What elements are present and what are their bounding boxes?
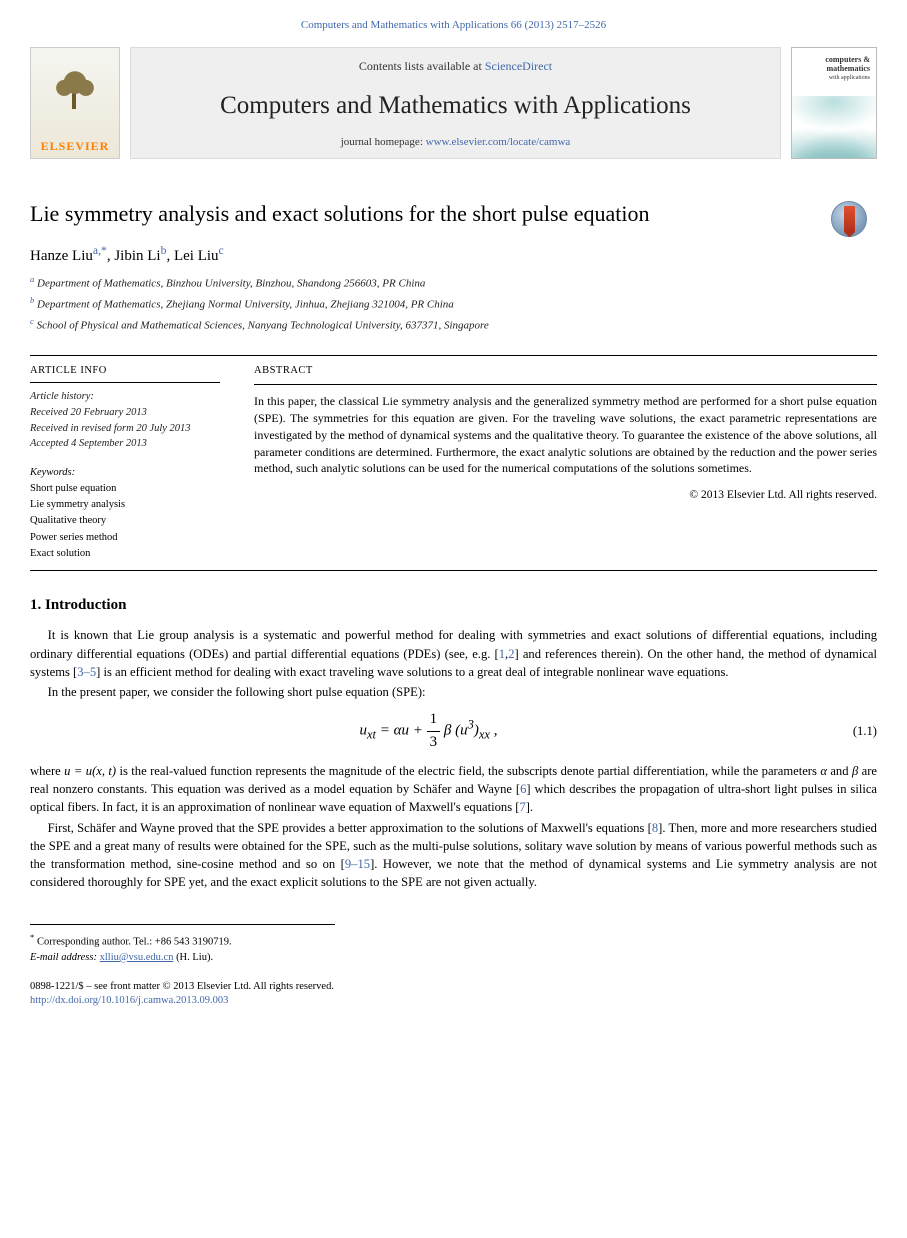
footnotes: * Corresponding author. Tel.: +86 543 31… [30, 924, 335, 966]
abstract-copyright: © 2013 Elsevier Ltd. All rights reserved… [254, 487, 877, 503]
rule-bottom [30, 570, 877, 571]
kw-4: Power series method [30, 530, 220, 546]
rule-top [30, 355, 877, 356]
elsevier-wordmark: ELSEVIER [41, 138, 110, 155]
article-info-heading: ARTICLE INFO [30, 364, 220, 379]
journal-banner: Contents lists available at ScienceDirec… [130, 47, 781, 159]
article-title: Lie symmetry analysis and exact solution… [30, 199, 750, 229]
doi-link[interactable]: http://dx.doi.org/10.1016/j.camwa.2013.0… [30, 995, 228, 1006]
section-1-heading: 1. Introduction [30, 595, 877, 616]
abstract: ABSTRACT In this paper, the classical Li… [254, 364, 877, 563]
crossmark-badge[interactable] [831, 201, 867, 237]
elsevier-logo[interactable]: ELSEVIER [30, 47, 120, 159]
author-2: Jibin Li [114, 248, 160, 264]
front-matter: 0898-1221/$ – see front matter © 2013 El… [30, 980, 877, 995]
ref-9-15[interactable]: 9–15 [345, 857, 370, 871]
para-4: First, Schäfer and Wayne proved that the… [30, 819, 877, 892]
history-title: Article history: [30, 389, 220, 405]
abstract-text: In this paper, the classical Lie symmetr… [254, 393, 877, 477]
sciencedirect-link[interactable]: ScienceDirect [485, 59, 552, 73]
bookmark-icon [844, 206, 855, 232]
keywords-heading: Keywords: [30, 466, 220, 481]
affil-c-text: School of Physical and Mathematical Scie… [37, 320, 489, 332]
history-revised: Received in revised form 20 July 2013 [30, 421, 220, 437]
citation-line: Computers and Mathematics with Applicati… [30, 0, 877, 47]
kw-5: Exact solution [30, 546, 220, 562]
corresponding-author: * Corresponding author. Tel.: +86 543 31… [30, 931, 335, 950]
article-info: ARTICLE INFO Article history: Received 2… [30, 364, 220, 563]
p3c: and [827, 764, 852, 778]
kw-2: Lie symmetry analysis [30, 497, 220, 513]
affil-c: c School of Physical and Mathematical Sc… [30, 315, 877, 334]
journal-cover-thumb[interactable]: computers & mathematics with application… [791, 47, 877, 159]
affiliations: a Department of Mathematics, Binzhou Uni… [30, 273, 877, 334]
kw-1: Short pulse equation [30, 481, 220, 497]
cover-line3: with applications [829, 75, 870, 81]
keywords-list: Short pulse equation Lie symmetry analys… [30, 481, 220, 562]
para-1: It is known that Lie group analysis is a… [30, 626, 877, 681]
cover-title: computers & mathematics with application… [825, 56, 870, 81]
author-3-affil[interactable]: c [219, 244, 224, 257]
p3f: ]. [526, 800, 533, 814]
history-received: Received 20 February 2013 [30, 405, 220, 421]
corr-text: Corresponding author. Tel.: +86 543 3190… [37, 936, 232, 947]
cover-line2: mathematics [826, 64, 870, 73]
para-3: where u = u(x, t) is the real-valued fun… [30, 762, 877, 817]
p4a: First, Schäfer and Wayne proved that the… [48, 821, 652, 835]
affil-a-text: Department of Mathematics, Binzhou Unive… [37, 278, 425, 290]
info-rule [30, 382, 220, 383]
masthead: ELSEVIER Contents lists available at Sci… [30, 47, 877, 159]
homepage-link[interactable]: www.elsevier.com/locate/camwa [426, 136, 571, 148]
author-2-affil[interactable]: b [161, 244, 167, 257]
p1c: ] is an efficient method for dealing wit… [96, 665, 728, 679]
affil-b-text: Department of Mathematics, Zhejiang Norm… [37, 299, 454, 311]
elsevier-tree-icon [39, 56, 111, 132]
author-1: Hanze Liu [30, 248, 93, 264]
abstract-heading: ABSTRACT [254, 364, 877, 379]
eq-number: (1.1) [827, 722, 877, 740]
kw-3: Qualitative theory [30, 513, 220, 529]
homepage-prefix: journal homepage: [341, 136, 426, 148]
journal-title: Computers and Mathematics with Applicati… [141, 82, 770, 129]
email-link[interactable]: xlliu@vsu.edu.cn [100, 952, 174, 963]
equation-1-1: uxt = αu + 13 β (u3)xx , (1.1) [30, 709, 877, 754]
journal-homepage: journal homepage: www.elsevier.com/locat… [141, 135, 770, 150]
p3a: where [30, 764, 64, 778]
ref-3-5[interactable]: 3–5 [77, 665, 96, 679]
history-accepted: Accepted 4 September 2013 [30, 436, 220, 452]
p3b: is the real-valued function represents t… [116, 764, 820, 778]
meta-abstract-row: ARTICLE INFO Article history: Received 2… [30, 364, 877, 563]
author-1-affil[interactable]: a,* [93, 244, 107, 257]
affil-a: a Department of Mathematics, Binzhou Uni… [30, 273, 877, 292]
var-alpha: α [820, 764, 827, 778]
abstract-rule [254, 384, 877, 385]
section-1-body: It is known that Lie group analysis is a… [30, 626, 877, 891]
affil-b: b Department of Mathematics, Zhejiang No… [30, 294, 877, 313]
email-line: E-mail address: xlliu@vsu.edu.cn (H. Liu… [30, 950, 335, 966]
doi-block: 0898-1221/$ – see front matter © 2013 El… [30, 980, 877, 1009]
title-block: Lie symmetry analysis and exact solution… [30, 199, 877, 229]
cover-art [792, 96, 876, 158]
email-label: E-mail address: [30, 952, 97, 963]
article-history: Article history: Received 20 February 20… [30, 389, 220, 452]
para-2: In the present paper, we consider the fo… [30, 683, 877, 701]
eq-body: uxt = αu + 13 β (u3)xx , [30, 709, 827, 754]
contents-available: Contents lists available at ScienceDirec… [141, 58, 770, 75]
var-u: u = u(x, t) [64, 764, 116, 778]
contents-prefix: Contents lists available at [359, 59, 485, 73]
authors: Hanze Liua,*, Jibin Lib, Lei Liuc [30, 243, 877, 267]
author-3: Lei Liu [174, 248, 219, 264]
email-who: (H. Liu). [176, 952, 213, 963]
